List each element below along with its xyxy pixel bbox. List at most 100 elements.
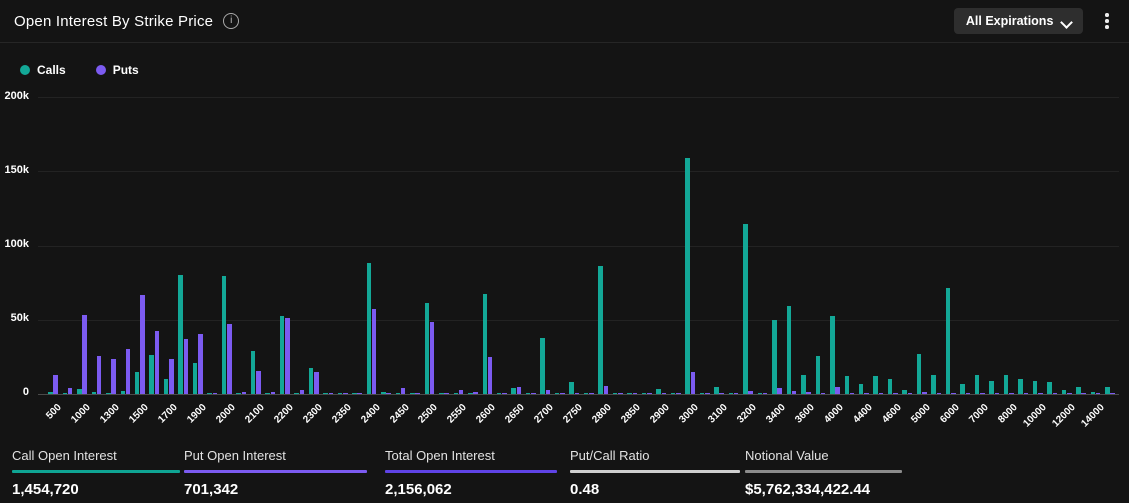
legend-item-calls[interactable]: Calls [20,63,66,77]
put-bar[interactable] [936,392,942,394]
put-bar[interactable] [994,393,1000,394]
put-bar[interactable] [791,391,797,394]
call-bar[interactable] [424,302,430,394]
put-bar[interactable] [386,392,391,394]
put-bar[interactable] [980,393,985,394]
call-bar[interactable] [569,381,574,394]
call-bar[interactable] [1032,380,1038,394]
call-bar[interactable] [106,392,111,394]
put-bar[interactable] [270,392,276,394]
call-bar[interactable] [468,393,473,394]
put-bar[interactable] [1038,393,1043,394]
call-bar[interactable] [641,393,647,394]
put-bar[interactable] [299,390,305,394]
call-bar[interactable] [91,391,97,394]
call-bar[interactable] [786,305,792,394]
put-bar[interactable] [1067,393,1072,394]
legend-item-puts[interactable]: Puts [95,63,139,77]
put-bar[interactable] [589,393,594,394]
put-bar[interactable] [618,393,623,394]
put-bar[interactable] [893,392,898,394]
call-bar[interactable] [250,350,256,394]
put-bar[interactable] [415,392,420,394]
put-bar[interactable] [820,392,826,394]
put-bar[interactable] [183,339,189,394]
put-bar[interactable] [516,387,522,394]
put-bar[interactable] [96,356,102,394]
put-bar[interactable] [371,309,377,394]
put-bar[interactable] [690,371,696,394]
call-bar[interactable] [178,275,183,394]
put-bar[interactable] [632,392,638,394]
put-bar[interactable] [531,393,536,394]
call-bar[interactable] [62,393,68,394]
put-bar[interactable] [951,392,956,394]
call-bar[interactable] [685,158,690,394]
call-bar[interactable] [236,393,241,394]
put-bar[interactable] [444,393,449,394]
call-bar[interactable] [265,393,270,394]
call-bar[interactable] [844,375,849,394]
call-bar[interactable] [989,380,994,394]
call-bar[interactable] [960,383,965,394]
call-bar[interactable] [120,391,125,394]
call-bar[interactable] [743,223,748,394]
put-bar[interactable] [647,393,652,394]
put-bar[interactable] [400,387,406,394]
call-bar[interactable] [916,353,922,394]
call-bar[interactable] [801,375,806,394]
call-bar[interactable] [627,392,632,394]
put-bar[interactable] [82,315,87,394]
call-bar[interactable] [612,393,618,394]
call-bar[interactable] [772,319,777,394]
put-bar[interactable] [777,387,782,394]
put-bar[interactable] [241,392,247,394]
put-bar[interactable] [169,359,174,394]
call-bar[interactable] [323,393,328,394]
call-bar[interactable] [945,288,951,394]
call-bar[interactable] [366,262,372,394]
call-bar[interactable] [728,392,734,394]
call-bar[interactable] [830,315,835,394]
call-bar[interactable] [496,393,502,394]
put-bar[interactable] [965,393,971,394]
put-bar[interactable] [67,387,73,394]
put-bar[interactable] [227,324,232,394]
call-bar[interactable] [77,389,82,394]
put-bar[interactable] [357,393,362,394]
call-bar[interactable] [540,337,545,394]
put-bar[interactable] [661,392,667,394]
put-bar[interactable] [762,393,768,394]
call-bar[interactable] [337,392,343,394]
put-bar[interactable] [487,357,493,394]
call-bar[interactable] [714,387,719,394]
put-bar[interactable] [458,389,464,394]
call-bar[interactable] [554,393,560,394]
put-bar[interactable] [154,331,160,394]
put-bar[interactable] [835,387,840,394]
call-bar[interactable] [1018,379,1023,394]
put-bar[interactable] [1023,393,1029,394]
put-bar[interactable] [256,371,261,394]
call-bar[interactable] [1047,381,1052,394]
call-bar[interactable] [902,389,907,394]
put-bar[interactable] [473,392,478,394]
call-bar[interactable] [163,378,169,394]
call-bar[interactable] [221,276,227,394]
put-bar[interactable] [502,393,507,394]
put-bar[interactable] [125,348,131,394]
call-bar[interactable] [207,392,212,394]
call-bar[interactable] [453,392,459,394]
call-bar[interactable] [887,379,893,394]
call-bar[interactable] [279,315,285,394]
put-bar[interactable] [560,393,565,394]
put-bar[interactable] [864,392,869,394]
call-bar[interactable] [1105,387,1110,394]
call-bar[interactable] [48,392,53,394]
call-bar[interactable] [1061,390,1067,394]
put-bar[interactable] [429,322,435,394]
call-bar[interactable] [482,293,487,394]
put-bar[interactable] [545,390,551,394]
call-bar[interactable] [192,362,198,394]
call-bar[interactable] [670,392,676,394]
